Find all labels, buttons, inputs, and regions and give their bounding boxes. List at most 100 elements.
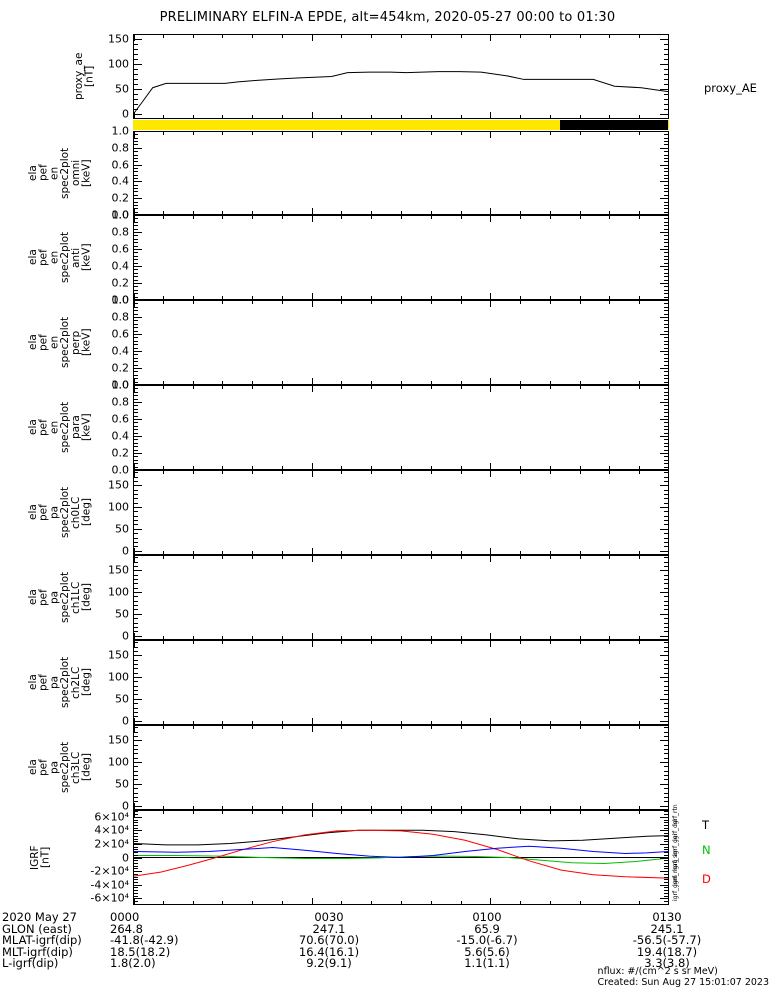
- annotation-value: 245.1: [650, 921, 684, 936]
- y-tick-minor: [133, 371, 138, 373]
- y-tick-minor: [133, 892, 138, 894]
- y-tick-mark: [660, 635, 669, 637]
- x-tick-mark: [490, 378, 492, 385]
- y-tick-minor: [133, 134, 138, 136]
- y-tick-minor: [664, 306, 669, 308]
- y-tick-minor: [664, 900, 669, 902]
- x-tick-mark: [162, 211, 164, 215]
- y-tick-minor: [664, 422, 669, 424]
- x-tick-mark: [490, 34, 492, 41]
- y-tick-minor: [664, 895, 669, 897]
- y-tick-minor: [664, 561, 669, 563]
- x-tick-mark: [430, 470, 432, 474]
- y-tick-mark: [133, 215, 142, 216]
- y-tick-minor: [664, 463, 669, 465]
- y-tick-minor: [664, 587, 669, 589]
- y-tick-minor: [664, 838, 669, 840]
- x-tick-mark: [460, 215, 462, 219]
- y-tick-minor: [133, 811, 138, 813]
- x-tick-mark: [341, 211, 343, 215]
- y-tick-minor: [133, 456, 138, 458]
- x-tick-mark: [400, 466, 402, 470]
- y-tick-minor: [133, 446, 138, 448]
- x-tick-mark: [371, 810, 373, 814]
- y-tick-minor: [664, 221, 669, 223]
- x-tick-mark: [192, 470, 194, 474]
- y-tick-minor: [133, 824, 138, 826]
- y-tick-minor: [133, 690, 138, 692]
- x-tick-mark: [134, 463, 136, 470]
- y-tick-minor: [664, 347, 669, 349]
- x-tick-mark: [400, 721, 402, 725]
- y-tick-minor: [133, 685, 138, 687]
- y-tick-label: 4×10⁴: [94, 823, 129, 837]
- y-tick-minor: [664, 827, 669, 829]
- x-tick-mark: [134, 215, 136, 222]
- x-tick-mark: [460, 470, 462, 474]
- y-tick-minor: [664, 364, 669, 366]
- x-tick-mark: [520, 211, 522, 215]
- annotation-value: 264.8: [110, 921, 143, 936]
- y-tick-minor: [664, 449, 669, 451]
- y-tick-minor: [133, 881, 138, 883]
- y-tick-minor: [664, 811, 669, 813]
- x-tick-mark: [222, 640, 224, 644]
- x-tick-mark: [609, 806, 611, 810]
- y-tick-mark: [660, 351, 669, 352]
- y-tick-minor: [133, 279, 138, 281]
- y-tick-minor: [133, 903, 138, 905]
- y-tick-minor: [664, 235, 669, 237]
- y-tick-minor: [664, 459, 669, 461]
- y-tick-minor: [133, 541, 138, 543]
- x-tick-mark: [341, 466, 343, 470]
- y-tick-minor: [133, 255, 138, 257]
- y-tick-minor: [133, 879, 138, 881]
- x-tick-mark: [549, 115, 551, 119]
- y-tick-mark: [133, 677, 142, 679]
- y-tick-mark: [133, 232, 142, 233]
- y-tick-minor: [664, 862, 669, 864]
- y-tick-minor: [133, 716, 138, 718]
- y-tick-mark: [133, 762, 142, 764]
- x-tick-mark: [311, 215, 313, 222]
- y-tick-minor: [664, 646, 669, 648]
- y-tick-mark: [133, 147, 142, 149]
- x-tick-mark: [252, 296, 254, 300]
- x-tick-mark: [371, 636, 373, 640]
- x-tick-mark: [667, 548, 669, 555]
- y-tick-label: 100: [108, 670, 129, 684]
- x-tick-mark: [639, 385, 641, 389]
- y-tick-mark: [660, 147, 669, 149]
- y-tick-minor: [664, 188, 669, 190]
- y-tick-minor: [664, 378, 669, 380]
- y-tick-minor: [664, 672, 669, 674]
- y-tick-minor: [664, 94, 669, 95]
- x-tick-mark: [341, 131, 343, 135]
- y-tick-minor: [664, 245, 669, 247]
- y-tick-minor: [664, 425, 669, 427]
- y-tick-minor: [664, 881, 669, 883]
- x-tick-mark: [341, 721, 343, 725]
- x-tick-mark: [222, 470, 224, 474]
- x-tick-mark: [430, 385, 432, 389]
- y-tick-minor: [664, 340, 669, 342]
- x-tick-mark: [311, 208, 313, 215]
- x-tick-mark: [639, 300, 641, 304]
- y-tick-minor: [664, 204, 669, 206]
- y-tick-minor: [664, 819, 669, 821]
- x-tick-mark: [400, 381, 402, 385]
- x-tick-mark: [549, 300, 551, 304]
- y-tick-label: 150: [108, 733, 129, 747]
- panel-pa-ch1lc-ylabel: ela pef pa spec2plot ch1LC [deg]: [27, 571, 93, 624]
- x-tick-mark: [609, 470, 611, 474]
- y-tick-minor: [133, 157, 138, 159]
- y-tick-minor: [133, 605, 138, 607]
- y-tick-mark: [660, 266, 669, 267]
- panel-pa-ch2lc-ylabel: ela pef pa spec2plot ch2LC [deg]: [27, 656, 93, 709]
- x-tick-mark: [371, 640, 373, 644]
- x-tick-mark: [579, 555, 581, 559]
- y-tick-minor: [664, 852, 669, 854]
- y-tick-mark: [133, 249, 142, 250]
- y-tick-minor: [664, 456, 669, 458]
- y-tick-minor: [664, 303, 669, 305]
